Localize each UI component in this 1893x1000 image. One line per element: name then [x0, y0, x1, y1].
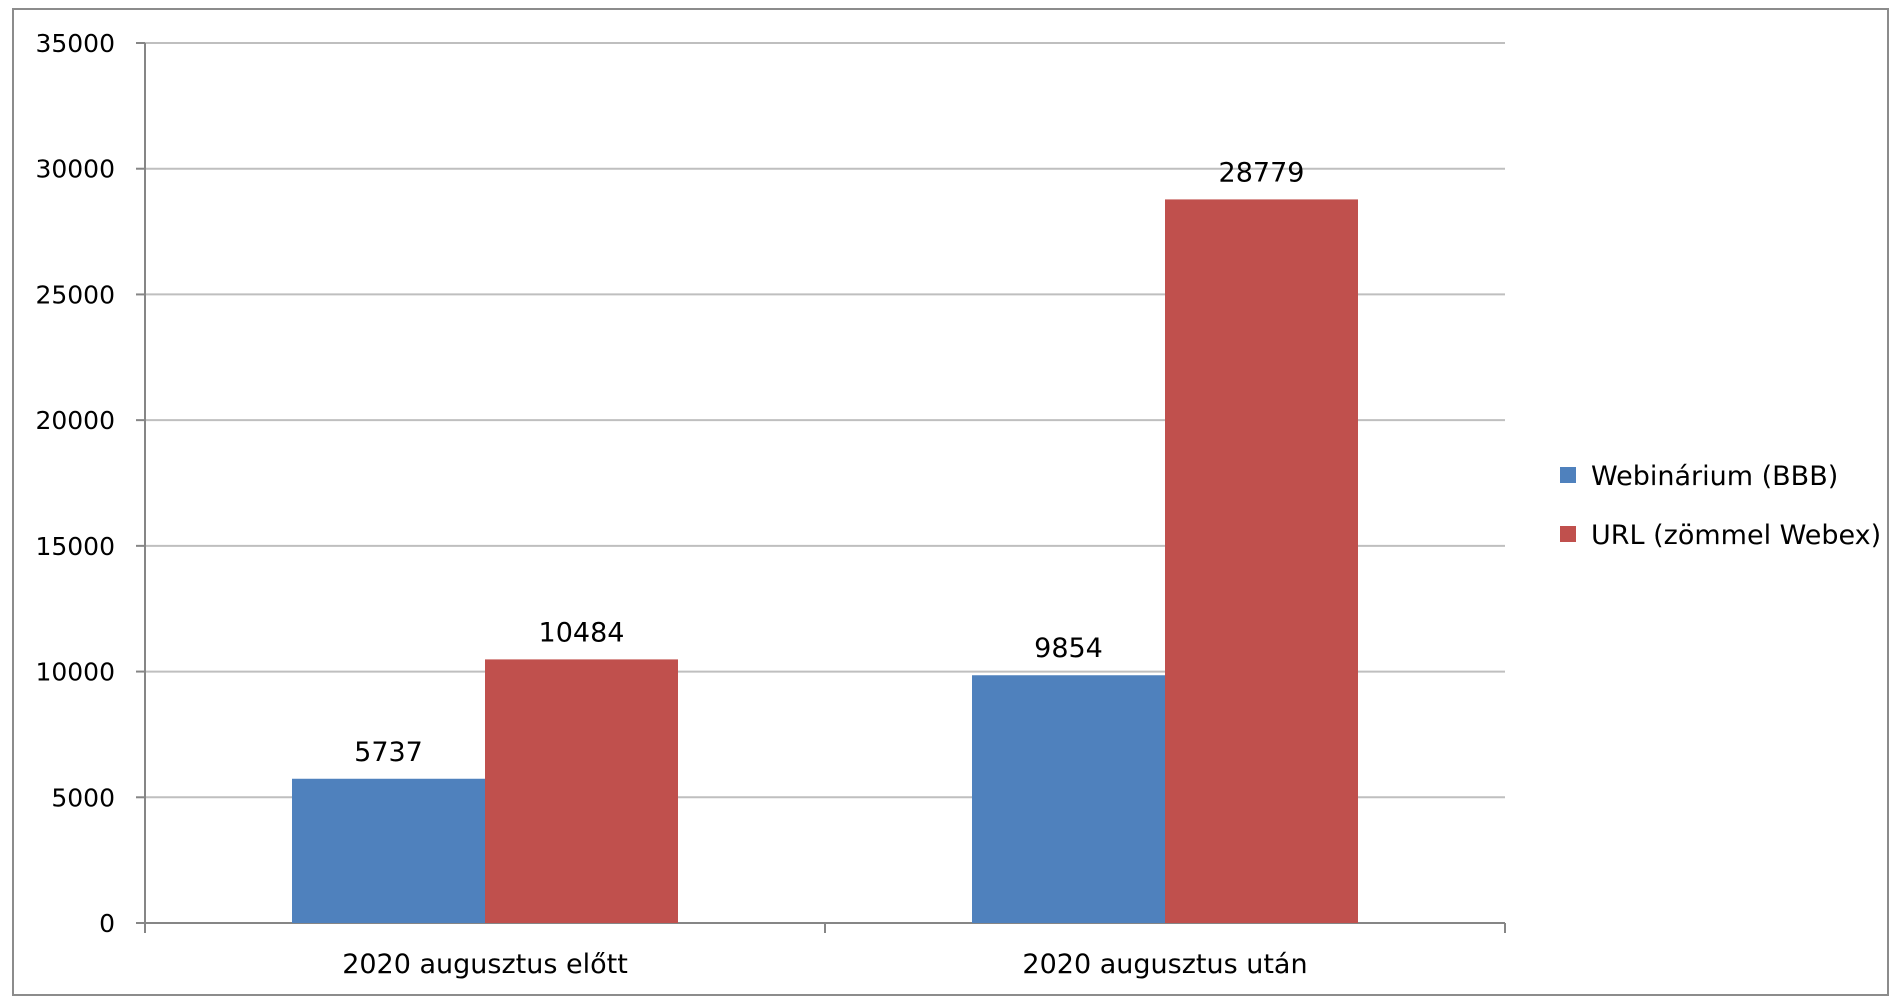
- y-tick-label: 15000: [35, 532, 115, 561]
- bar: [485, 659, 678, 923]
- category-label: 2020 augusztus után: [1022, 949, 1307, 980]
- bar: [972, 675, 1165, 923]
- y-tick-label: 25000: [35, 280, 115, 309]
- bar: [292, 778, 485, 923]
- y-tick-label: 5000: [51, 783, 115, 812]
- legend-swatch: [1560, 467, 1576, 483]
- category-label: 2020 augusztus előtt: [342, 949, 628, 980]
- data-label: 28779: [1219, 157, 1305, 188]
- y-tick-label: 10000: [35, 658, 115, 687]
- legend-swatch: [1560, 526, 1576, 542]
- data-label: 5737: [354, 737, 423, 768]
- data-label: 9854: [1034, 633, 1103, 664]
- data-label: 10484: [539, 617, 625, 648]
- y-tick-label: 30000: [35, 155, 115, 184]
- y-tick-label: 20000: [35, 406, 115, 435]
- y-tick-label: 0: [99, 909, 115, 938]
- y-tick-label: 35000: [35, 29, 115, 58]
- legend-label: Webinárium (BBB): [1591, 461, 1838, 492]
- legend-label: URL (zömmel Webex): [1591, 520, 1881, 551]
- bar: [1165, 199, 1358, 924]
